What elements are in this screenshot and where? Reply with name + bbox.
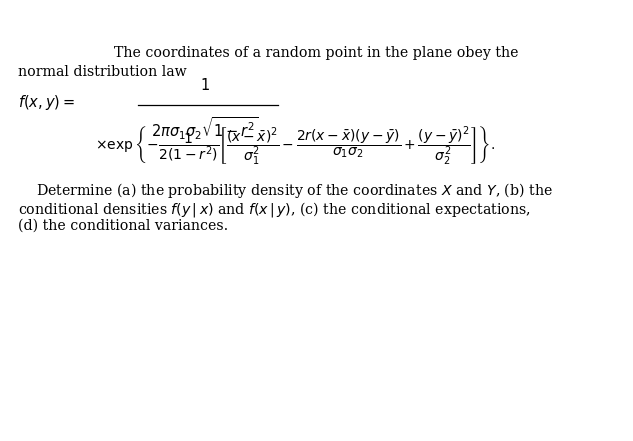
Text: Determine (a) the probability density of the coordinates $X$ and $Y$, (b) the: Determine (a) the probability density of…	[36, 181, 553, 200]
Text: normal distribution law: normal distribution law	[18, 65, 187, 79]
Text: $f(x, y) = $: $f(x, y) = $	[18, 93, 75, 112]
Text: $\times \exp\left\{-\dfrac{1}{2(1-r^2)}\left[\dfrac{(x-\bar{x})^2}{\sigma_1^2} -: $\times \exp\left\{-\dfrac{1}{2(1-r^2)}\…	[95, 124, 496, 166]
Text: $2\pi\sigma_1\sigma_2\sqrt{1 - r^2}$: $2\pi\sigma_1\sigma_2\sqrt{1 - r^2}$	[151, 115, 259, 142]
Text: (d) the conditional variances.: (d) the conditional variances.	[18, 219, 229, 233]
Text: conditional densities $f(y\,|\,x)$ and $f(x\,|\,y)$, (c) the conditional expecta: conditional densities $f(y\,|\,x)$ and $…	[18, 200, 530, 219]
Text: The coordinates of a random point in the plane obey the: The coordinates of a random point in the…	[114, 46, 518, 60]
Text: $1$: $1$	[200, 77, 210, 93]
